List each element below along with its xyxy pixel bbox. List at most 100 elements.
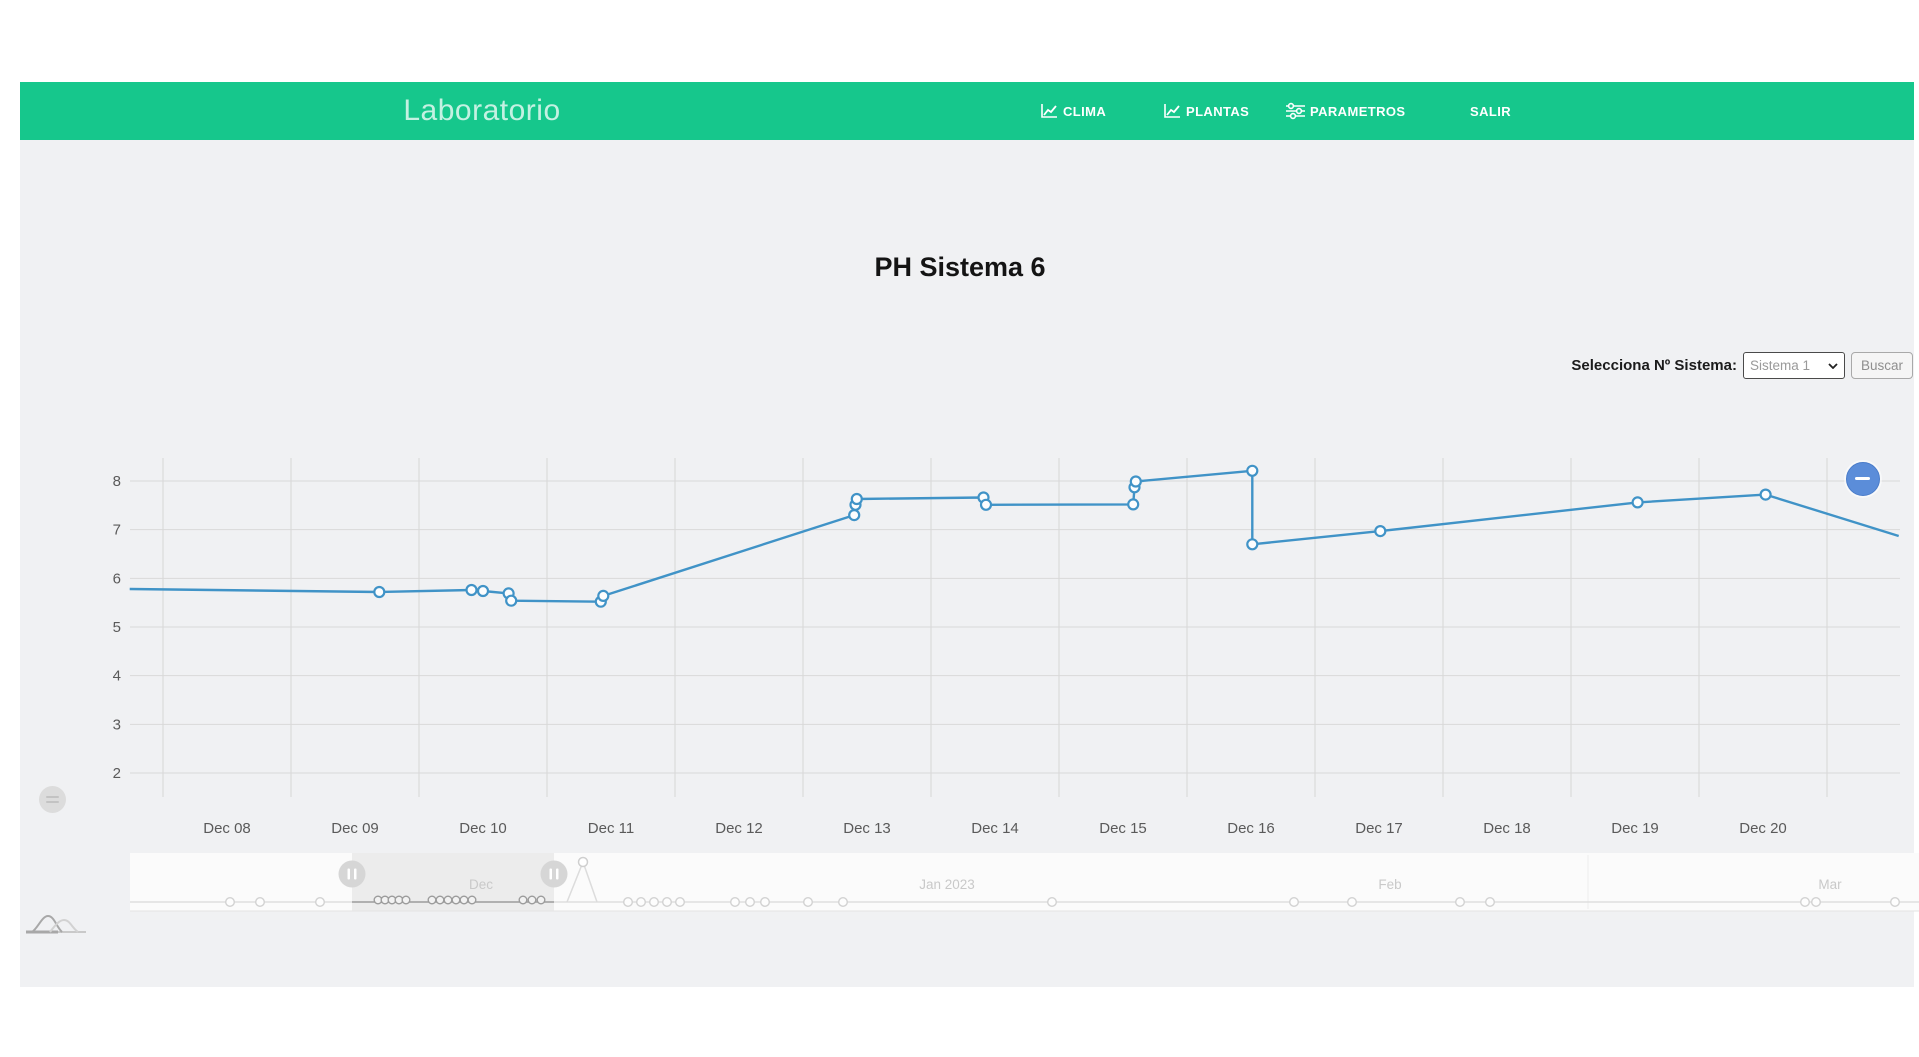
sliders-icon [1286,102,1305,120]
navigator-point-dense [427,895,437,905]
data-point-marker[interactable] [1631,496,1644,509]
y-axis-tick-label: 3 [113,716,121,733]
navigator-point [1484,897,1495,908]
app-brand: Laboratorio [403,94,561,127]
nav-item-label: PARAMETROS [1310,103,1406,119]
line-chart-icon [1164,104,1180,118]
zoom-out-button[interactable] [1846,462,1880,496]
nav-item-parametros[interactable]: PARAMETROS [1285,82,1405,140]
navigator-month-label: Mar [1818,877,1842,892]
x-axis-tick-label: Dec 18 [1483,820,1531,837]
nav-item-salir[interactable]: SALIR [1470,82,1511,140]
x-axis-tick-label: Dec 10 [459,820,507,837]
data-point-marker[interactable] [1246,464,1259,477]
handle-bar-icon [549,868,552,880]
ph-line-chart[interactable]: 8 7 6 5 4 3 2 Dec 08 Dec 09 Dec 10 Dec 11 Dec 12 Dec… [0,440,1919,850]
navigator-point-dense [435,895,445,905]
x-axis-tick-label: Dec 09 [331,820,379,837]
navigator-point [1346,897,1357,908]
navigator-point-dense [518,895,528,905]
data-point-marker[interactable] [465,583,478,597]
data-point-marker[interactable] [1129,475,1142,488]
navigator-point [254,897,265,908]
x-axis-tick-label: Dec 15 [1099,820,1147,837]
data-point-marker[interactable] [848,508,861,522]
navigator-point [1454,897,1465,908]
navigator-month-label: Dec [469,877,493,892]
content-area [20,140,1914,987]
y-axis-tick-label: 4 [113,668,121,685]
navigator-point-dense [451,895,461,905]
data-point-marker[interactable] [979,498,993,511]
navigator-point [803,897,814,908]
range-navigator[interactable]: Dec Jan 2023 Feb Mar [130,853,1919,915]
x-axis-tick-label: Dec 14 [971,820,1019,837]
data-point-marker[interactable] [850,492,863,506]
navigator-point [1799,897,1810,908]
navigator-month-label: Feb [1378,877,1401,892]
navigator-point [1047,897,1058,908]
navigator-point [838,897,849,908]
nav-item-label: PLANTAS [1186,103,1250,119]
x-axis-tick-label: Dec 19 [1611,820,1659,837]
nav-item-label: SALIR [1470,103,1511,119]
line-chart-icon [1041,104,1057,118]
navigator-point [745,897,756,908]
data-point-marker[interactable] [1759,488,1772,501]
navigator-point [649,897,660,908]
y-axis-tick-label: 5 [113,619,121,636]
menu-lines-icon [46,796,59,798]
nav-item-plantas[interactable]: PLANTAS [1163,82,1249,140]
data-point-marker[interactable] [505,594,518,607]
navigator-point [1889,897,1900,908]
data-point-marker[interactable] [476,584,490,598]
y-axis-tick-label: 8 [113,473,121,490]
chart-menu-button[interactable] [39,786,66,813]
ph-series-line [129,469,1900,603]
data-point-marker[interactable] [373,585,386,599]
data-point-marker[interactable] [1374,524,1387,538]
buscar-button[interactable]: Buscar [1850,352,1913,379]
handle-bar-icon [556,868,559,880]
x-axis-tick-label: Dec 08 [203,820,251,837]
data-point-marker[interactable] [1246,538,1259,551]
data-point-marker[interactable] [1127,498,1140,511]
navigator-point [760,897,771,908]
minus-icon [1855,477,1870,480]
nav-item-clima[interactable]: CLIMA [1040,82,1106,140]
handle-bar-icon [347,868,350,880]
navigator-point [314,897,325,908]
x-axis-tick-label: Dec 17 [1355,820,1403,837]
y-axis-tick-label: 2 [113,765,121,782]
system-selector-row: Selecciona Nº Sistema: Sistema 1 Buscar [1571,352,1913,379]
y-axis-tick-label: 7 [113,522,121,539]
navigator-point-dense [467,895,477,905]
system-select-value: Sistema 1 [1749,358,1810,373]
navbar: Laboratorio CLIMA PLANTAS [20,82,1914,140]
navigator-point [224,897,235,908]
chevron-down-icon [1828,362,1838,369]
navigator-point [636,897,647,908]
navigator-point-dense [536,895,546,905]
navigator-handle[interactable] [338,860,366,888]
navigator-point [675,897,686,908]
navigator-point-dense [459,895,469,905]
x-axis-tick-label: Dec 20 [1739,820,1787,837]
navigator-spike-marker [577,856,589,868]
x-axis-tick-label: Dec 12 [715,820,763,837]
system-select[interactable]: Sistema 1 [1742,352,1845,379]
x-axis-tick-label: Dec 11 [588,820,634,837]
navigator-month-label: Jan 2023 [919,877,975,892]
data-point-marker[interactable] [597,589,610,603]
navigator-point [730,897,741,908]
navigator-point-dense [401,895,411,905]
menu-lines-icon [46,801,59,803]
nav-item-label: CLIMA [1063,103,1107,119]
y-axis-tick-label: 6 [113,570,121,587]
page-title: PH Sistema 6 [874,252,1046,282]
area-wave-icon [26,914,86,934]
navigator-point [1810,897,1821,908]
navigator-handle[interactable] [540,860,568,888]
navigator-point-dense [527,895,537,905]
